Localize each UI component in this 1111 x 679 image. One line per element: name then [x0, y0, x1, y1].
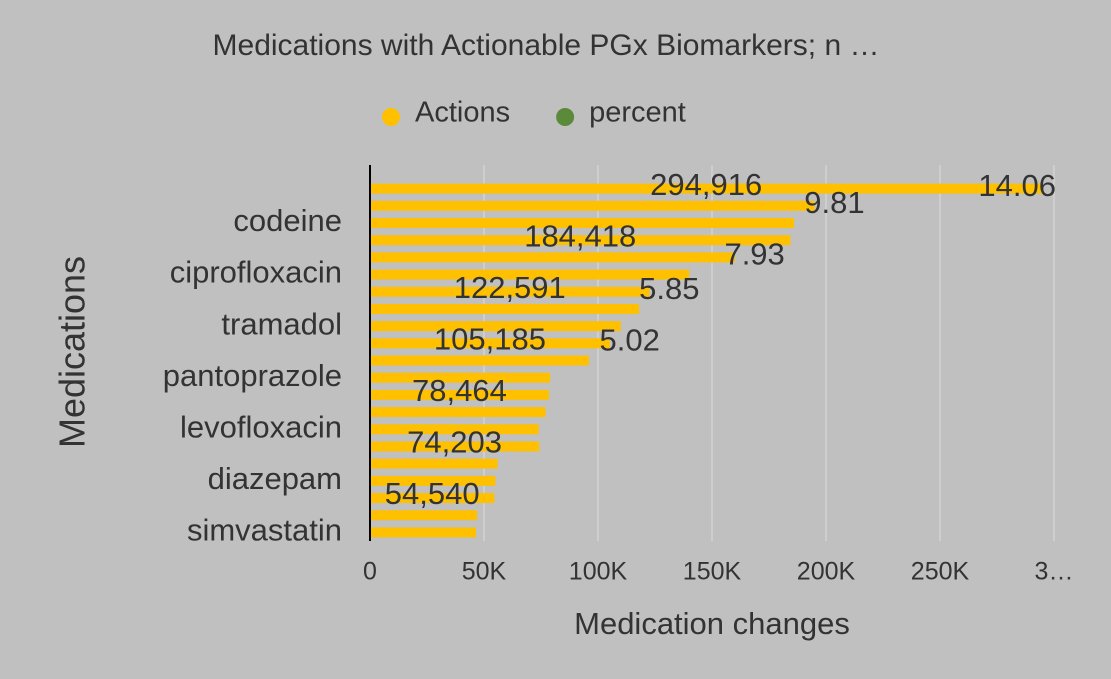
data-label: 74,203: [407, 425, 502, 460]
bar: [370, 510, 478, 521]
data-label: 105,185: [434, 321, 546, 356]
y-tick-label: codeine: [233, 203, 342, 238]
x-axis-title: Medication changes: [574, 606, 850, 641]
bar: [370, 372, 551, 383]
data-label: 5.02: [599, 322, 659, 357]
data-label: 78,464: [412, 373, 507, 408]
x-tick-label: 200K: [797, 558, 856, 586]
bar: [370, 441, 540, 452]
x-tick-label: 50K: [462, 558, 507, 586]
bar: [370, 458, 498, 469]
bar: [370, 200, 815, 211]
y-tick-label: pantoprazole: [163, 358, 342, 393]
bar: [370, 389, 549, 400]
data-label: 54,540: [385, 476, 480, 511]
y-axis-title: Medications: [52, 256, 93, 448]
legend-label: Actions: [415, 97, 510, 129]
bar: [370, 321, 621, 332]
y-tick-label: levofloxacin: [180, 409, 342, 444]
legend-swatch: [382, 108, 400, 126]
x-tick-label: 150K: [683, 558, 742, 586]
data-label: 7.93: [724, 237, 784, 272]
x-tick-label: 250K: [911, 558, 970, 586]
bar: [370, 217, 795, 228]
legend-swatch: [556, 108, 575, 126]
bar: [370, 252, 735, 263]
x-tick-label: 100K: [569, 558, 628, 586]
x-tick-label: 0: [363, 558, 377, 586]
bar: [370, 286, 650, 297]
x-tick-label: 3…: [1035, 558, 1074, 586]
y-tick-label: diazepam: [208, 461, 342, 496]
bar: [370, 338, 610, 349]
data-label: 9.81: [804, 185, 864, 220]
data-label: 14.06: [978, 168, 1056, 203]
bar: [370, 475, 496, 486]
bar: [370, 493, 495, 504]
bar: [370, 424, 539, 435]
bar: [370, 527, 477, 538]
y-tick-label: tramadol: [221, 306, 342, 341]
bar: [370, 355, 589, 366]
y-tick-label: simvastatin: [187, 513, 342, 548]
data-label: 122,591: [454, 270, 566, 305]
bar: [370, 183, 1043, 194]
bar: [370, 303, 640, 314]
bar: [370, 235, 791, 246]
legend-label: percent: [589, 97, 686, 129]
data-label: 294,916: [650, 167, 762, 202]
data-label: 5.85: [639, 271, 699, 306]
data-label: 184,418: [524, 218, 636, 253]
chart-title: Medications with Actionable PGx Biomarke…: [213, 29, 880, 62]
bar: [370, 407, 546, 418]
y-tick-label: ciprofloxacin: [170, 255, 342, 290]
bar: [370, 269, 690, 280]
